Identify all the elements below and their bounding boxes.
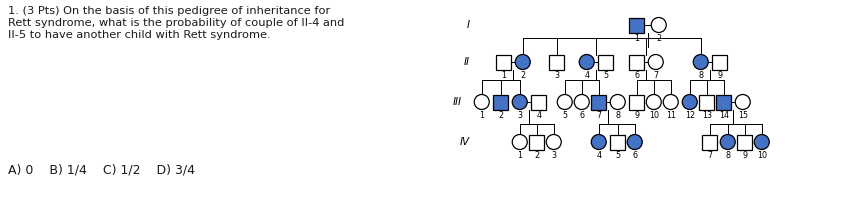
- Text: 6: 6: [579, 111, 584, 120]
- Text: 3: 3: [518, 111, 523, 120]
- Bar: [497, 55, 511, 70]
- Text: 5: 5: [562, 111, 567, 120]
- Text: III: III: [453, 97, 462, 107]
- Text: 1. (3 Pts) On the basis of this pedigree of inheritance for
Rett syndrome, what : 1. (3 Pts) On the basis of this pedigree…: [8, 6, 345, 39]
- Bar: [702, 134, 717, 150]
- Circle shape: [682, 94, 697, 109]
- Circle shape: [663, 94, 679, 109]
- Circle shape: [652, 17, 666, 33]
- Circle shape: [754, 134, 770, 150]
- Text: 1: 1: [480, 111, 484, 120]
- Text: 10: 10: [649, 111, 658, 120]
- Text: 1: 1: [518, 151, 523, 160]
- Text: 4: 4: [584, 71, 589, 80]
- Circle shape: [515, 55, 530, 70]
- Bar: [610, 134, 626, 150]
- Text: 6: 6: [632, 151, 637, 160]
- Circle shape: [735, 94, 750, 109]
- Text: II: II: [464, 57, 470, 67]
- Circle shape: [591, 134, 606, 150]
- Text: 3: 3: [554, 71, 559, 80]
- Bar: [699, 94, 714, 109]
- Bar: [629, 55, 644, 70]
- Bar: [550, 55, 564, 70]
- Text: 4: 4: [596, 151, 601, 160]
- Text: I: I: [467, 20, 470, 30]
- Bar: [712, 55, 728, 70]
- Text: 8: 8: [698, 71, 703, 80]
- Circle shape: [557, 94, 572, 109]
- Circle shape: [546, 134, 561, 150]
- Text: 8: 8: [725, 151, 730, 160]
- Circle shape: [574, 94, 589, 109]
- Circle shape: [647, 94, 661, 109]
- Text: 6: 6: [634, 71, 639, 80]
- Circle shape: [627, 134, 642, 150]
- Circle shape: [610, 94, 626, 109]
- Text: 5: 5: [604, 71, 609, 80]
- Text: 9: 9: [634, 111, 639, 120]
- Bar: [629, 94, 644, 109]
- Bar: [629, 17, 644, 33]
- Text: 10: 10: [757, 151, 767, 160]
- Text: 5: 5: [615, 151, 620, 160]
- Text: 3: 3: [551, 151, 556, 160]
- Text: 12: 12: [685, 111, 695, 120]
- Circle shape: [693, 55, 708, 70]
- Text: 1: 1: [502, 71, 507, 80]
- Bar: [591, 94, 606, 109]
- Text: 9: 9: [742, 151, 747, 160]
- Text: 13: 13: [701, 111, 711, 120]
- Text: A) 0    B) 1/4    C) 1/2    D) 3/4: A) 0 B) 1/4 C) 1/2 D) 3/4: [8, 164, 196, 177]
- Circle shape: [475, 94, 489, 109]
- Circle shape: [513, 94, 527, 109]
- Text: 14: 14: [719, 111, 728, 120]
- Text: 2: 2: [534, 151, 540, 160]
- Text: 1: 1: [634, 34, 639, 43]
- Text: 7: 7: [596, 111, 601, 120]
- Bar: [529, 134, 545, 150]
- Text: 11: 11: [666, 111, 676, 120]
- Circle shape: [648, 55, 663, 70]
- Circle shape: [579, 55, 594, 70]
- Circle shape: [720, 134, 735, 150]
- Bar: [599, 55, 613, 70]
- Circle shape: [513, 134, 527, 150]
- Text: 2: 2: [520, 71, 525, 80]
- Bar: [717, 94, 731, 109]
- Text: 9: 9: [717, 71, 722, 80]
- Text: 7: 7: [707, 151, 712, 160]
- Text: 2: 2: [656, 34, 661, 43]
- Bar: [531, 94, 546, 109]
- Bar: [738, 134, 752, 150]
- Bar: [493, 94, 508, 109]
- Text: 7: 7: [653, 71, 658, 80]
- Text: 2: 2: [498, 111, 503, 120]
- Text: 15: 15: [738, 111, 748, 120]
- Text: 4: 4: [536, 111, 541, 120]
- Text: 8: 8: [615, 111, 620, 120]
- Text: IV: IV: [459, 137, 470, 147]
